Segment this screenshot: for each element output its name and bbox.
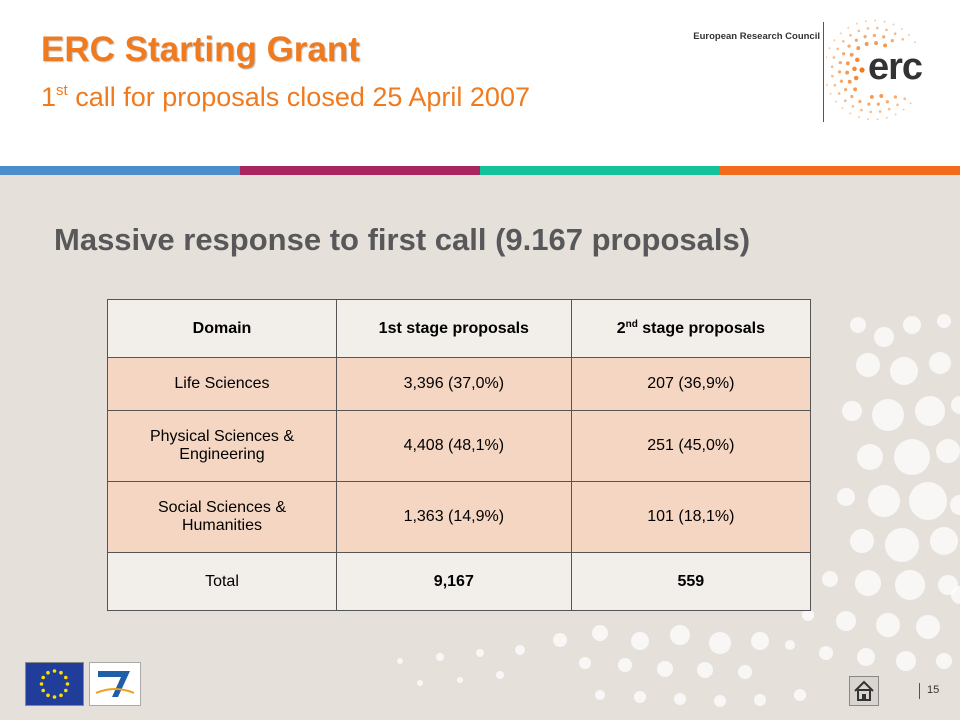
cell-stage1: 3,396 (37,0%) (335, 357, 572, 411)
band-blue (0, 166, 240, 175)
color-band (0, 166, 960, 175)
cell-total-stage1: 9,167 (335, 552, 572, 611)
header-domain: Domain (107, 299, 337, 358)
page-separator (919, 683, 920, 699)
cell-stage2: 101 (18,1%) (570, 481, 812, 553)
header-stage1: 1st stage proposals (335, 299, 572, 358)
slide-subtitle: 1st call for proposals closed 25 April 2… (41, 82, 530, 112)
cell-domain: Life Sciences (107, 357, 337, 411)
band-orange (720, 166, 960, 175)
logo-divider (823, 22, 824, 122)
table-total-row: Total 9,167 559 (107, 552, 812, 611)
slide-header: ERC Starting Grant 1st call for proposal… (0, 0, 960, 166)
erc-logo-icon (826, 19, 916, 121)
org-name: European Research Council (693, 31, 820, 42)
cell-domain: Physical Sciences & Engineering (107, 410, 337, 482)
proposals-table: Domain 1st stage proposals 2nd stage pro… (107, 299, 812, 611)
band-magenta (240, 166, 480, 175)
cell-total-label: Total (107, 552, 337, 611)
eu-flag-icon (25, 662, 84, 706)
cell-stage2: 251 (45,0%) (570, 410, 812, 482)
cell-domain: Social Sciences & Humanities (107, 481, 337, 553)
table-row: Social Sciences & Humanities 1,363 (14,9… (107, 481, 812, 553)
cell-stage2: 207 (36,9%) (570, 357, 812, 411)
table-header-row: Domain 1st stage proposals 2nd stage pro… (107, 299, 812, 358)
table-row: Life Sciences 3,396 (37,0%) 207 (36,9%) (107, 357, 812, 411)
home-button[interactable] (849, 676, 879, 706)
band-teal (480, 166, 720, 175)
header-stage2: 2nd stage proposals (570, 299, 812, 358)
page-number: 15 (927, 684, 940, 696)
home-icon (854, 680, 874, 701)
table-row: Physical Sciences & Engineering 4,408 (4… (107, 410, 812, 482)
slide-title: ERC Starting Grant (41, 30, 360, 69)
fp7-ideas-logo (89, 662, 141, 706)
cell-stage1: 1,363 (14,9%) (335, 481, 572, 553)
erc-logo-text: erc (868, 46, 923, 88)
cell-stage1: 4,408 (48,1%) (335, 410, 572, 482)
background-dots (397, 314, 960, 707)
cell-total-stage2: 559 (570, 552, 812, 611)
slide-headline: Massive response to first call (9.167 pr… (54, 222, 751, 257)
